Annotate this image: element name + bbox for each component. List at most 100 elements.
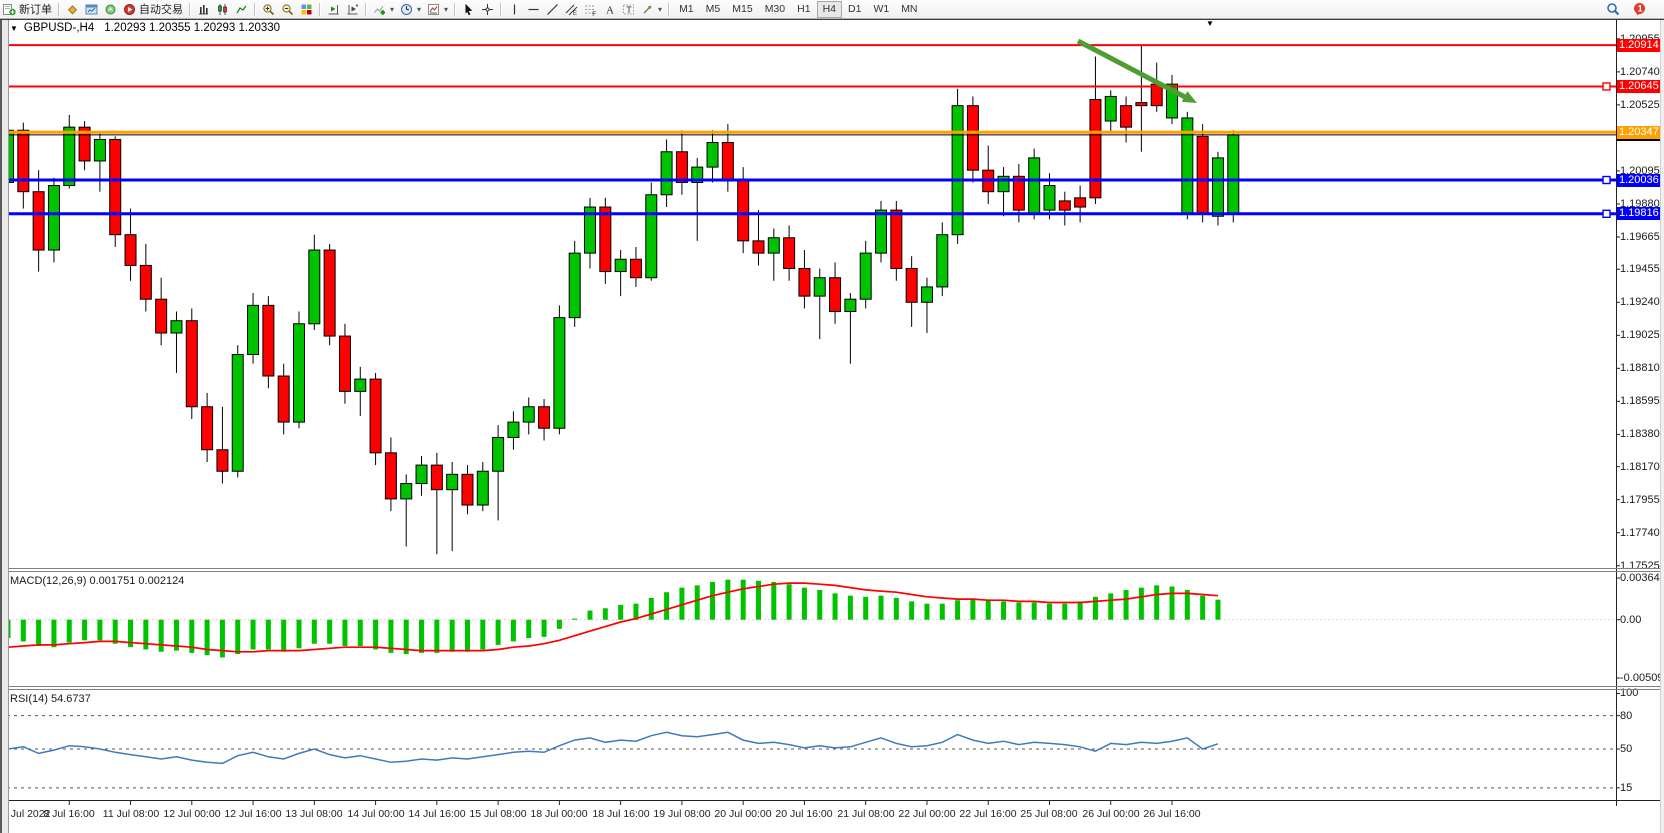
macd-bar bbox=[403, 619, 409, 655]
macd-bar bbox=[1062, 603, 1068, 620]
chevron-down-icon[interactable]: ▾ bbox=[390, 4, 395, 14]
add-indicator-icon bbox=[373, 3, 386, 16]
vertical-line-button[interactable] bbox=[505, 1, 524, 17]
crosshair-button[interactable] bbox=[478, 1, 497, 17]
time-axis-label: 20 Jul 16:00 bbox=[775, 808, 833, 820]
rsi-axis-label: 15 bbox=[1620, 782, 1633, 794]
candle bbox=[1211, 157, 1224, 217]
macd-bar bbox=[893, 597, 899, 620]
timeframe-mn-button[interactable]: MN bbox=[901, 2, 918, 15]
chevron-down-icon[interactable]: ▾ bbox=[444, 4, 449, 14]
candle bbox=[124, 234, 137, 266]
timeframe-h4-button[interactable]: H4 bbox=[816, 0, 842, 18]
pane-separator[interactable] bbox=[0, 686, 1660, 687]
timeframe-h1-button[interactable]: H1 bbox=[797, 2, 811, 15]
candlestick-chart-button[interactable] bbox=[213, 1, 232, 17]
timeframe-d1-button[interactable]: D1 bbox=[848, 2, 862, 15]
left-window-edge bbox=[0, 20, 9, 833]
macd-bar bbox=[434, 619, 440, 653]
candle bbox=[201, 406, 214, 451]
chart-dropdown-icon[interactable]: ▼ bbox=[10, 24, 18, 33]
timeframe-w1-button[interactable]: W1 bbox=[873, 2, 890, 15]
macd-bar bbox=[648, 597, 654, 620]
bar-chart-button[interactable] bbox=[194, 1, 213, 17]
candle bbox=[1012, 175, 1025, 211]
time-axis-label: 18 Jul 00:00 bbox=[530, 808, 588, 820]
toolbar-right-icons: 1 bbox=[1603, 1, 1664, 17]
macd-bar bbox=[143, 619, 149, 650]
timeframe-m1-button[interactable]: M1 bbox=[679, 2, 694, 15]
macd-bar bbox=[97, 619, 103, 641]
candle bbox=[1028, 157, 1041, 214]
navigator-button[interactable] bbox=[82, 1, 101, 17]
trendline-button[interactable] bbox=[543, 1, 562, 17]
new-order-button[interactable]: 新订单 bbox=[0, 1, 55, 17]
market-watch-button[interactable] bbox=[63, 1, 82, 17]
timeframe-m5-button[interactable]: M5 bbox=[705, 2, 721, 15]
candle bbox=[1104, 95, 1117, 122]
candle bbox=[629, 258, 642, 279]
chevron-down-icon[interactable]: ▾ bbox=[417, 4, 422, 14]
level-price-label: 1.20347 bbox=[1617, 126, 1664, 139]
time-axis-label: 26 Jul 00:00 bbox=[1082, 808, 1140, 820]
macd-bar bbox=[755, 580, 761, 620]
sound-button[interactable] bbox=[101, 1, 120, 17]
hline-handle[interactable] bbox=[1602, 175, 1611, 185]
time-axis-label: 12 Jul 16:00 bbox=[224, 808, 282, 820]
time-axis-label: 21 Jul 08:00 bbox=[837, 808, 895, 820]
autotrading-button[interactable]: 自动交易 bbox=[120, 1, 186, 17]
macd-bar bbox=[388, 619, 394, 653]
price-tick-label: 1.18170 bbox=[1620, 461, 1660, 473]
notifications-button[interactable]: 1 bbox=[1629, 1, 1650, 17]
candle bbox=[813, 277, 826, 297]
price-tick-label: 1.18810 bbox=[1620, 362, 1660, 374]
vline-icon bbox=[508, 3, 521, 16]
trend-arrow-line[interactable] bbox=[1076, 38, 1187, 100]
candle bbox=[354, 378, 367, 392]
macd-bar bbox=[1001, 601, 1007, 620]
pane-separator[interactable] bbox=[0, 568, 1660, 569]
chevron-down-icon[interactable]: ▾ bbox=[658, 4, 663, 14]
rsi-axis-label: 100 bbox=[1620, 687, 1639, 699]
tile-windows-button[interactable] bbox=[297, 1, 316, 17]
macd-bar bbox=[36, 619, 42, 647]
text-button[interactable]: A bbox=[600, 1, 619, 17]
pane-separator[interactable] bbox=[0, 689, 1660, 690]
macd-bar bbox=[1077, 601, 1083, 620]
templates-button[interactable]: ▾ bbox=[424, 1, 451, 17]
chart-shift-button[interactable] bbox=[343, 1, 362, 17]
indicators-button[interactable]: ▾ bbox=[370, 1, 397, 17]
timeframe-m15-button[interactable]: M15 bbox=[732, 2, 753, 15]
equidistant-channel-button[interactable]: E bbox=[562, 1, 581, 17]
text-label-button[interactable]: T bbox=[619, 1, 638, 17]
search-button[interactable] bbox=[1603, 1, 1623, 17]
auto-scroll-button[interactable] bbox=[324, 1, 343, 17]
macd-bar bbox=[878, 595, 884, 620]
macd-bar bbox=[1092, 596, 1098, 620]
periods-button[interactable]: ▾ bbox=[397, 1, 424, 17]
cursor-button[interactable] bbox=[459, 1, 478, 17]
pane-separator[interactable] bbox=[0, 571, 1660, 572]
arrows-button[interactable]: ▾ bbox=[638, 1, 665, 17]
timeframe-m30-button[interactable]: M30 bbox=[764, 2, 786, 15]
hline-handle[interactable] bbox=[1602, 82, 1611, 91]
candle bbox=[461, 473, 474, 506]
level-price-label: 1.20914 bbox=[1617, 39, 1664, 52]
macd-bar bbox=[419, 619, 425, 653]
cursor-icon bbox=[462, 3, 475, 16]
chart-corner-dropdown-icon[interactable]: ▼ bbox=[1206, 19, 1214, 28]
hline-handle[interactable] bbox=[1602, 209, 1611, 219]
candle bbox=[829, 277, 842, 312]
trend-arrow-head[interactable] bbox=[1181, 91, 1197, 103]
horizontal-line-button[interactable] bbox=[524, 1, 543, 17]
chart-ohlc-values: 1.20293 1.20355 1.20293 1.20330 bbox=[104, 22, 281, 34]
macd-bar bbox=[955, 600, 961, 620]
zoom-in-button[interactable] bbox=[259, 1, 278, 17]
zoom-out-button[interactable] bbox=[278, 1, 297, 17]
toolbar-separator bbox=[365, 2, 367, 16]
fibonacci-button[interactable]: F bbox=[581, 1, 600, 17]
macd-bar bbox=[66, 619, 72, 643]
line-chart-button[interactable] bbox=[232, 1, 251, 17]
template-icon bbox=[427, 3, 440, 16]
